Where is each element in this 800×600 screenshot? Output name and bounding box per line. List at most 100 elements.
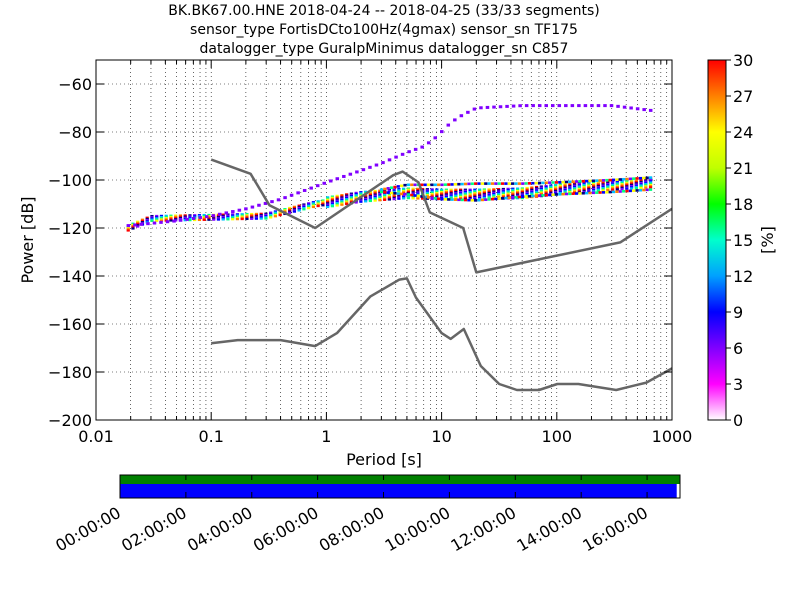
psd-cell	[634, 181, 638, 184]
psd-cell	[610, 186, 615, 189]
psd-cell	[416, 188, 420, 192]
noise-models	[210, 158, 672, 392]
psd-cell	[467, 182, 471, 186]
psd-cell	[326, 205, 330, 209]
psd-cell	[297, 209, 301, 212]
psd-cell	[188, 215, 192, 218]
psd-cell	[254, 217, 259, 220]
psd-cell	[335, 197, 339, 200]
psd-cell	[155, 214, 159, 218]
psd-cell	[468, 193, 472, 196]
psd-cell	[383, 195, 387, 198]
psd-cell	[216, 216, 221, 219]
psd-cell	[216, 218, 221, 221]
psd-cell	[447, 183, 451, 186]
psd-cell	[492, 189, 496, 192]
timeline-label: 14:00:00	[513, 503, 585, 555]
psd-cell	[537, 194, 542, 197]
psd-cell	[515, 189, 520, 193]
psd-cell	[393, 191, 397, 195]
psd-cell	[136, 221, 140, 225]
psd-cell	[416, 190, 420, 193]
colorbar-tick-label: 9	[733, 303, 743, 322]
psd-cell	[549, 188, 553, 191]
colorbar-tick-label: 18	[733, 195, 753, 214]
psd-cell	[492, 196, 496, 199]
psd-cell	[644, 179, 648, 182]
psd-cell	[644, 186, 648, 189]
psd-cell	[378, 193, 382, 196]
psd-cell	[463, 194, 467, 197]
psd-cell	[549, 189, 553, 192]
psd-cell	[449, 191, 453, 194]
psd-cell	[644, 184, 648, 187]
psd-cell	[349, 198, 353, 201]
psd-cell	[588, 191, 592, 195]
x-tick-label: 10	[431, 427, 451, 446]
psd-cell	[259, 212, 263, 215]
psd-cell	[335, 200, 339, 203]
psd-cell	[568, 191, 572, 194]
psd-cell	[521, 182, 525, 185]
psd-cell	[531, 104, 535, 108]
psd-cell	[430, 189, 434, 192]
psd-cell	[240, 217, 244, 221]
psd-cell	[527, 194, 532, 198]
psd-cell	[278, 214, 282, 217]
title-line-1: BK.BK67.00.HNE 2018-04-24 -- 2018-04-25 …	[168, 3, 600, 19]
psd-cell	[591, 185, 596, 188]
psd-cell	[315, 184, 320, 188]
psd-cell	[585, 191, 589, 195]
x-axis-label: Period [s]	[346, 450, 422, 469]
psd-cell	[463, 189, 467, 192]
psd-cell	[389, 191, 394, 195]
psd-cell	[572, 182, 577, 185]
psd-cell	[193, 215, 197, 218]
psd-cell	[425, 191, 429, 194]
psd-cell	[359, 192, 363, 195]
psd-cell	[478, 188, 482, 191]
psd-cell	[582, 188, 586, 191]
psd-cell	[515, 187, 520, 190]
psd-cell	[638, 176, 643, 180]
psd-cell	[463, 182, 468, 186]
psd-cell	[292, 206, 297, 210]
psd-cell	[288, 208, 292, 211]
psd-cell	[191, 216, 196, 220]
psd-cell	[411, 188, 415, 192]
psd-cell	[568, 186, 572, 189]
psd-cell	[496, 192, 501, 196]
psd-cell	[421, 187, 425, 191]
psd-cell	[368, 192, 372, 195]
psd-cell	[444, 188, 448, 191]
psd-cell	[591, 184, 596, 187]
psd-cell	[515, 192, 520, 195]
psd-cell	[330, 200, 334, 203]
psd-cell	[329, 179, 333, 183]
psd-cell	[407, 150, 411, 154]
psd-cell	[601, 182, 605, 185]
psd-cell	[501, 192, 505, 195]
psd-cell	[430, 194, 434, 197]
psd-cell	[492, 195, 496, 198]
psd-cell	[413, 147, 418, 151]
colorbar-gradient	[707, 59, 727, 421]
psd-cell	[482, 195, 486, 198]
psd-cell	[634, 184, 638, 187]
psd-cell	[558, 180, 562, 184]
psd-cell	[444, 195, 448, 198]
psd-cell	[378, 199, 382, 202]
psd-cell	[335, 198, 339, 201]
psd-cell	[387, 189, 391, 193]
psd-cell	[126, 229, 130, 232]
psd-cell	[302, 205, 306, 208]
psd-cell	[231, 215, 235, 218]
psd-cell	[544, 192, 548, 195]
psd-cell	[568, 180, 572, 184]
psd-cell	[257, 203, 261, 207]
psd-cell	[316, 203, 320, 206]
psd-cell	[645, 188, 649, 192]
psd-cell	[245, 214, 249, 217]
psd-cell	[568, 183, 572, 187]
psd-cell	[644, 185, 648, 188]
